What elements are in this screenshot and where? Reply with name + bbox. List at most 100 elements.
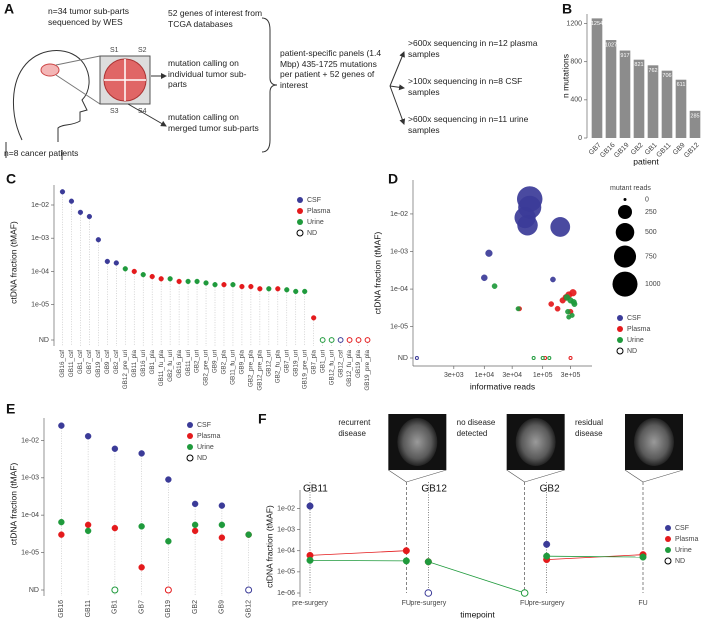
y-tick-label: 1e-04 — [21, 512, 39, 519]
point — [481, 274, 488, 282]
point — [58, 531, 65, 538]
size-legend-title: mutant reads — [610, 185, 651, 192]
point — [540, 356, 545, 360]
y-tick-label: 400 — [570, 97, 582, 104]
y-tick-label: ND — [398, 355, 408, 362]
point — [515, 306, 521, 312]
x-tick-label: 1e+04 — [474, 372, 494, 379]
sequencing-note: >600x sequencing in n=11 urine samples — [408, 114, 529, 135]
y-tick-label: ND — [39, 337, 49, 344]
mri-brain — [634, 418, 674, 466]
bar-value-label: 1027 — [605, 42, 617, 48]
bar — [689, 110, 701, 138]
panel-label: B — [562, 1, 572, 17]
point — [284, 287, 290, 293]
zoom-line — [624, 469, 644, 483]
y-axis-label: n mutations — [560, 54, 570, 98]
point — [138, 450, 145, 457]
point — [111, 524, 119, 532]
point — [138, 564, 145, 571]
x-tick-label: pre-surgery — [410, 600, 446, 607]
y-tick-label: 1e-02 — [21, 437, 39, 444]
x-tick-label: GB2_pre_uri — [203, 350, 210, 386]
x-tick-label: 3e+05 — [561, 372, 581, 379]
head-outline — [13, 50, 90, 142]
point — [218, 521, 226, 529]
legend-marker — [616, 347, 624, 355]
sub-part-label: S4 — [138, 108, 147, 115]
point — [230, 282, 236, 288]
point — [111, 445, 119, 452]
point — [122, 266, 128, 272]
x-tick-label: GB12_csf — [337, 350, 344, 378]
y-tick-label: 800 — [570, 59, 582, 66]
y-tick-label: 1e-05 — [21, 549, 39, 556]
x-axis-label: patient — [633, 156, 659, 166]
x-tick-label: GB11_fu_pla — [158, 350, 165, 387]
brace — [261, 17, 278, 153]
point — [402, 557, 410, 565]
y-axis-label: ctDNA fraction (tMAF) — [8, 463, 18, 546]
bar-value-label: 611 — [677, 82, 686, 88]
point — [248, 283, 254, 290]
point — [86, 213, 93, 220]
point — [218, 534, 226, 541]
point — [84, 521, 92, 529]
panel-label: D — [388, 171, 398, 187]
x-tick-label: GB2 — [630, 142, 645, 157]
point — [550, 217, 571, 237]
point — [257, 286, 263, 292]
x-tick-label: GB12_pre_uri — [122, 350, 129, 389]
x-tick-label: GB2_csf — [113, 350, 120, 374]
point — [245, 531, 252, 538]
x-tick-label: GB1_csf — [77, 350, 84, 374]
x-tick-label: GB12 — [245, 600, 252, 618]
bar-value-label: 917 — [620, 53, 629, 59]
bar — [619, 50, 631, 139]
y-tick-label: 0 — [578, 135, 582, 142]
sub-part-lines — [104, 59, 146, 101]
point — [364, 337, 371, 343]
x-tick-label: GB2_uri — [194, 350, 201, 373]
panel-label: C — [6, 171, 16, 187]
legend-label: ND — [197, 455, 207, 462]
y-tick-label: 1e-02 — [31, 202, 49, 209]
bar-value-label: 706 — [662, 73, 671, 79]
legend-marker — [187, 444, 193, 450]
x-tick-label: GB12 — [683, 142, 701, 160]
panel-label: F — [258, 411, 267, 427]
zoom-line — [388, 469, 407, 483]
size-legend-marker — [618, 205, 632, 219]
x-tick-label: GB16_pla — [176, 350, 183, 379]
calling-individual: mutation calling on individual tumor sub… — [168, 58, 247, 89]
sub-part-label: S1 — [110, 47, 119, 54]
point — [111, 586, 119, 594]
y-tick-label: 1e-05 — [277, 569, 295, 576]
point — [275, 286, 281, 292]
sequencing-note: >600x sequencing in n=12 plasma samples — [408, 38, 538, 59]
point — [547, 356, 552, 360]
x-tick-label: GB19_pre_uri — [301, 350, 308, 389]
bar-value-label: 762 — [648, 68, 657, 74]
point — [165, 538, 172, 545]
tumor — [40, 63, 60, 77]
legend-label: ND — [627, 348, 637, 355]
arrow — [127, 103, 167, 127]
x-tick-label: GB12_fu_uri — [328, 350, 335, 385]
size-legend-marker — [623, 198, 627, 201]
panel-design: patient-specific panels (1.4 Mbp) 435-17… — [280, 48, 382, 90]
facet-title: GB11 — [303, 484, 328, 495]
point — [95, 237, 101, 243]
point — [239, 283, 245, 290]
point — [191, 500, 199, 508]
point — [167, 276, 173, 282]
y-tick-label: 1e-03 — [390, 248, 408, 255]
annotation: residual disease — [575, 418, 604, 438]
x-tick-label: GB9_uri — [212, 350, 219, 373]
point — [328, 337, 335, 343]
x-tick-label: GB9_csf — [104, 350, 111, 374]
point — [543, 552, 551, 560]
x-tick-label: GB9_pla — [239, 350, 246, 375]
y-tick-label: 1e-04 — [31, 268, 49, 275]
x-tick-label: GB11_uri — [185, 350, 192, 376]
